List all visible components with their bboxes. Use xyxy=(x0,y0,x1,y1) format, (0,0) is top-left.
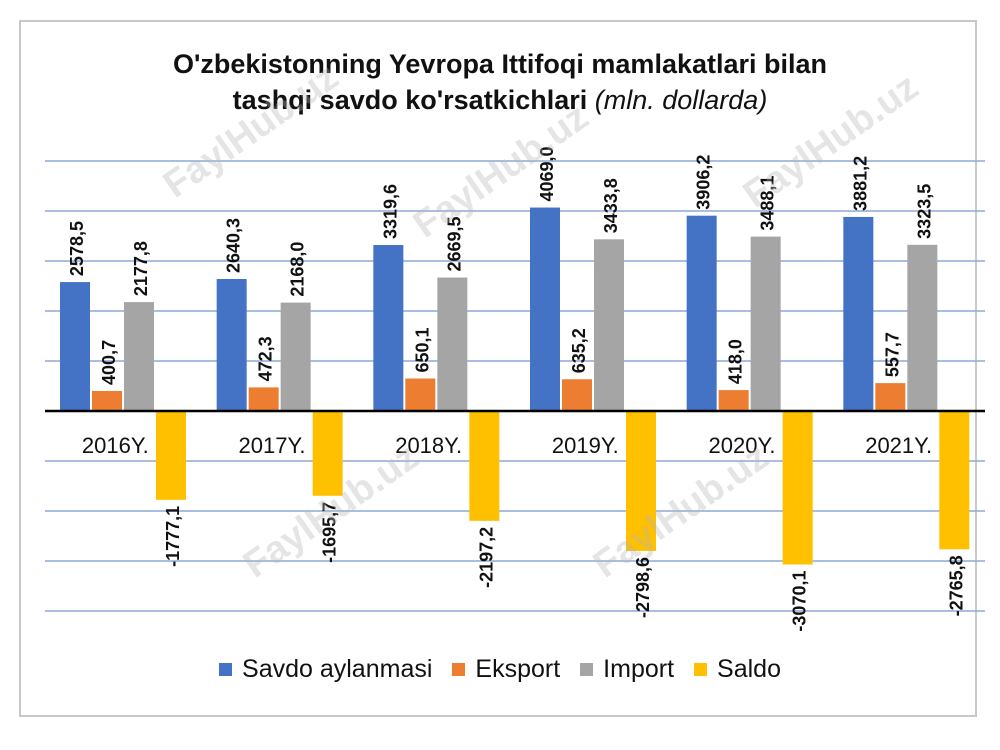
data-label: 418,0 xyxy=(726,339,746,384)
bar-eksport xyxy=(92,390,122,411)
legend-label-savdo: Savdo aylanmasi xyxy=(242,655,433,683)
data-label: -1777,1 xyxy=(163,506,183,567)
legend-swatch-saldo xyxy=(694,663,708,676)
chart-legend: Savdo aylanmasi Eksport Import Saldo xyxy=(0,655,1000,684)
bar-saldo xyxy=(626,411,656,551)
data-label: 472,3 xyxy=(256,336,276,381)
data-label: 3488,1 xyxy=(758,176,778,231)
bar-import xyxy=(750,236,781,411)
data-label: 650,1 xyxy=(412,327,432,372)
data-label: 635,2 xyxy=(569,328,589,373)
data-label: 2640,3 xyxy=(224,218,244,273)
bar-import xyxy=(437,277,468,411)
legend-swatch-savdo xyxy=(219,663,233,676)
bar-savdo-aylanmasi xyxy=(843,216,874,411)
title-unit: (mln. dollarda) xyxy=(594,85,768,115)
data-label: 2177,8 xyxy=(131,241,151,296)
data-label: 3881,2 xyxy=(850,156,870,211)
bar-savdo-aylanmasi xyxy=(373,245,404,411)
data-label: 3319,6 xyxy=(380,184,400,239)
bar-saldo xyxy=(312,411,343,496)
bar-import xyxy=(907,244,938,411)
bar-saldo xyxy=(469,411,500,521)
bar-savdo-aylanmasi xyxy=(686,215,717,411)
bar-eksport xyxy=(718,390,749,411)
data-label: 400,7 xyxy=(99,340,119,385)
bar-eksport xyxy=(562,379,592,411)
bar-import xyxy=(124,302,154,411)
legend-item-savdo: Savdo aylanmasi xyxy=(219,655,432,684)
bar-saldo xyxy=(782,411,813,565)
legend-swatch-eksport xyxy=(452,663,466,676)
bar-savdo-aylanmasi xyxy=(216,278,247,411)
data-label: 557,7 xyxy=(882,332,902,377)
bar-saldo xyxy=(939,411,970,550)
bar-savdo-aylanmasi xyxy=(60,282,90,411)
chart-title: O'zbekistonning Yevropa Ittifoqi mamlaka… xyxy=(0,46,1000,118)
data-label: -2197,2 xyxy=(476,527,496,588)
bar-saldo xyxy=(156,411,186,500)
category-label: 2020Y. xyxy=(709,433,776,458)
title-line-2-wrap: tashqi savdo ko'rsatkichlari (mln. dolla… xyxy=(0,82,1000,118)
data-label: -3070,1 xyxy=(790,571,810,632)
bar-savdo-aylanmasi xyxy=(530,207,560,411)
data-label: -1695,7 xyxy=(320,502,340,563)
data-label: 4069,0 xyxy=(537,146,557,201)
data-label: -2798,6 xyxy=(633,557,653,618)
bar-eksport xyxy=(405,378,436,411)
legend-label-import: Import xyxy=(603,655,675,683)
legend-item-saldo: Saldo xyxy=(694,655,781,684)
title-line-2: tashqi savdo ko'rsatkichlari xyxy=(232,85,588,115)
data-label: 3323,5 xyxy=(914,184,934,239)
data-label: 2168,0 xyxy=(288,242,308,297)
data-label: 3433,8 xyxy=(601,178,621,233)
legend-item-eksport: Eksport xyxy=(452,655,560,684)
bar-eksport xyxy=(875,383,906,411)
category-label: 2017Y. xyxy=(239,433,306,458)
data-label: 3906,2 xyxy=(694,155,714,210)
data-label: 2578,5 xyxy=(67,221,87,276)
category-label: 2018Y. xyxy=(395,433,462,458)
legend-item-import: Import xyxy=(580,655,674,684)
bar-eksport xyxy=(248,387,279,411)
title-line-1: O'zbekistonning Yevropa Ittifoqi mamlaka… xyxy=(172,49,828,79)
category-label: 2016Y. xyxy=(82,433,149,458)
legend-label-saldo: Saldo xyxy=(717,655,781,683)
chart-frame xyxy=(19,20,977,717)
legend-label-eksport: Eksport xyxy=(475,655,561,683)
category-label: 2021Y. xyxy=(865,433,932,458)
data-label: -2765,8 xyxy=(946,555,966,616)
category-label: 2019Y. xyxy=(552,433,619,458)
data-label: 2669,5 xyxy=(444,216,464,271)
legend-swatch-import xyxy=(580,663,594,676)
bar-import xyxy=(594,239,624,411)
bar-import xyxy=(280,302,311,411)
